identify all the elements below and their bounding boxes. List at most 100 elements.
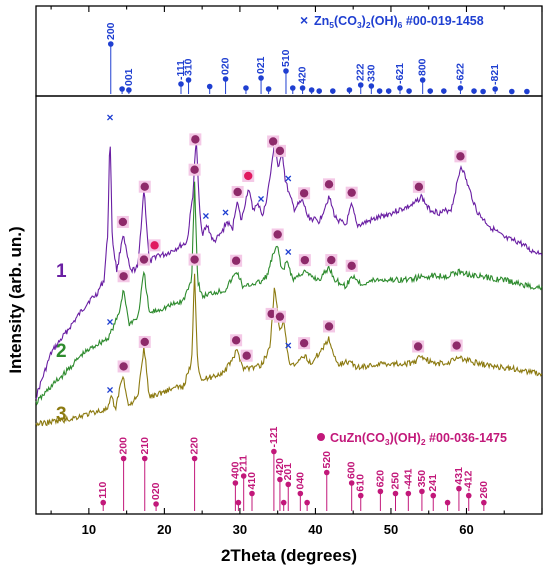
series-line-2 [35, 181, 543, 406]
mal-ref-dot [100, 499, 107, 506]
mal-ref-dot [357, 492, 364, 499]
series-line-3 [35, 273, 543, 427]
hz-marker: × [107, 110, 114, 124]
hz-hkl-label: -111 [175, 60, 187, 80]
mal-hkl-label: 420 [274, 458, 286, 476]
hz-ref-dot [524, 88, 530, 95]
hz-hkl-label: 021 [255, 56, 267, 74]
malachite-marker [324, 322, 334, 331]
hz-ref-dot [492, 86, 498, 92]
hz-ref-dot [427, 88, 434, 94]
mal-reference-legend: CuZn(CO3)(OH)2 #00-036-1475 [317, 431, 507, 447]
mal-ref-dot [419, 488, 425, 495]
hz-ref-dot [289, 85, 296, 91]
hz-hkl-label: -821 [489, 64, 501, 85]
mal-hkl-label: 520 [321, 451, 333, 469]
hz-hkl-label: 200 [105, 22, 117, 40]
mal-hkl-label: 020 [150, 482, 162, 500]
x-tick-label: 10 [82, 522, 96, 537]
malachite-marker [324, 180, 334, 189]
sample-label-1: 1 [56, 261, 67, 282]
hz-ref-dot [316, 88, 323, 94]
mal-ref-dot [232, 480, 239, 486]
malachite-marker [273, 230, 282, 239]
x-tick-label: 20 [157, 522, 171, 537]
hz-marker: × [285, 339, 292, 353]
hz-ref-dot [258, 75, 264, 81]
mal-hkl-label: 410 [246, 472, 258, 490]
mal-ref-dot [249, 490, 255, 497]
hz-ref-dot [185, 77, 192, 83]
diffraction-patterns [35, 141, 543, 427]
malachite-marker [452, 341, 461, 350]
mal-hkl-label: -412 [463, 470, 475, 491]
mal-ref-dot [465, 492, 472, 499]
hz-ref-dot [206, 83, 213, 90]
mal-hkl-label: 250 [389, 472, 401, 490]
hz-ref-dot [126, 87, 132, 93]
x-axis-title: 2Theta (degrees) [221, 546, 357, 565]
malachite-marker [275, 146, 285, 156]
hz-hkl-label: 310 [183, 58, 195, 76]
mal-legend-label: CuZn(CO3)(OH)2 #00-036-1475 [330, 431, 507, 447]
malachite-marker [299, 189, 309, 198]
hz-ref-dot [457, 85, 464, 91]
malachite-marker [456, 152, 465, 161]
mal-hkl-label: 600 [346, 461, 358, 479]
mal-hkl-label: 431 [453, 467, 465, 485]
hz-ref-dot [119, 86, 125, 92]
hz-marker: × [258, 192, 265, 206]
hz-ref-dot [243, 85, 249, 91]
hz-ref-dot [471, 88, 477, 94]
malachite-marker [347, 188, 356, 197]
hz-reference-legend: × Zn5(CO3)2(OH)6 #00-019-1458 [300, 12, 484, 30]
malachite-marker [119, 362, 128, 371]
x-tick-label: 40 [308, 522, 322, 537]
malachite-marker [191, 135, 200, 144]
hz-hkl-label: 420 [297, 66, 309, 84]
mal-hkl-label: 620 [374, 470, 386, 488]
malachite-marker [118, 217, 128, 227]
malachite-marker [233, 187, 242, 197]
hz-ref-dot [299, 85, 306, 91]
sample-labels: 1 2 3 [56, 261, 67, 425]
hz-ref-dot [406, 88, 412, 94]
mal-ref-dot [456, 485, 462, 492]
malachite-marker [140, 182, 149, 191]
mal-ref-dot [271, 448, 277, 455]
hz-ref-dot [508, 88, 515, 95]
sample-label-3: 3 [56, 404, 67, 425]
hz-legend-marker: × [300, 12, 308, 28]
mal-hkl-label: 220 [189, 437, 201, 455]
hz-marker: × [107, 383, 114, 397]
mal-hkl-label: 210 [139, 437, 151, 455]
mal-ref-dot [240, 473, 247, 479]
mal-ref-dot [277, 476, 283, 483]
hz-hkl-label: -622 [454, 63, 466, 84]
malachite-marker [267, 309, 276, 319]
mal-ref-dot [153, 501, 159, 507]
malachite-marker [414, 182, 424, 192]
sample-label-2: 2 [56, 341, 67, 362]
mal-legend-marker [317, 433, 325, 441]
x-tick-label: 60 [459, 522, 473, 537]
mal-ref-dot [405, 490, 412, 497]
mal-hkl-label: 350 [416, 470, 428, 488]
hz-marker: × [285, 245, 292, 259]
mal-hkl-label: -121 [268, 426, 280, 447]
x-tick-label: 50 [384, 522, 398, 537]
x-axis-ticks: 10 20 30 40 50 60 [50, 6, 543, 537]
mal-hkl-label: 241 [427, 474, 439, 492]
hz-legend-label: Zn5(CO3)2(OH)6 #00-019-1458 [314, 14, 484, 30]
hz-hkl-label: 800 [417, 58, 429, 76]
hz-ref-dot [376, 88, 383, 94]
hz-ref-dot [419, 77, 426, 83]
mal-ref-dot [481, 499, 487, 506]
mal-ref-dot [297, 490, 304, 497]
malachite-marker [140, 337, 149, 347]
hz-hkl-label: 222 [355, 63, 367, 81]
hz-hkl-label: 020 [220, 57, 232, 75]
mal-ref-dot [235, 499, 242, 506]
mal-ref-dot [141, 455, 148, 462]
